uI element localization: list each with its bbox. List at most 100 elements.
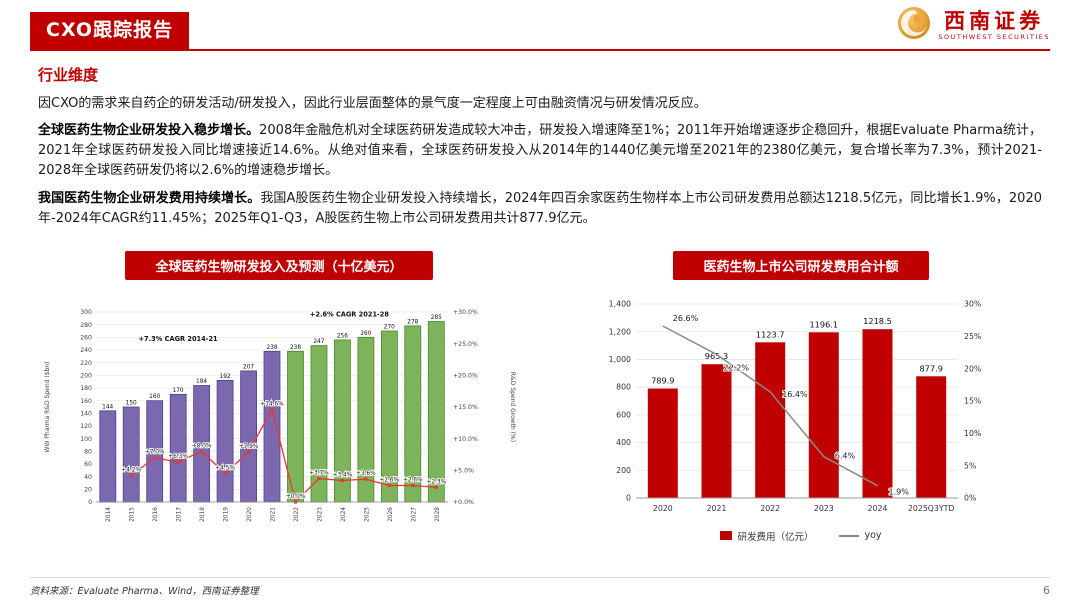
svg-text:R&D Spend Growth (%): R&D Spend Growth (%) [509, 372, 516, 442]
svg-text:20: 20 [84, 486, 92, 493]
yoy-line-swatch-icon [839, 534, 860, 537]
svg-text:+30.0%: +30.0% [453, 309, 478, 316]
svg-text:200: 200 [616, 466, 631, 475]
svg-text:1.9%: 1.9% [889, 488, 910, 497]
svg-text:220: 220 [80, 360, 92, 367]
svg-text:600: 600 [616, 410, 631, 419]
svg-text:+2.3%: +2.3% [427, 479, 447, 485]
svg-text:1,400: 1,400 [609, 299, 631, 308]
svg-text:2022: 2022 [294, 507, 300, 522]
svg-text:2021: 2021 [707, 504, 727, 513]
svg-text:2019: 2019 [224, 507, 230, 522]
legend-item-yoy: yoy [839, 530, 882, 542]
svg-text:238: 238 [290, 345, 301, 351]
global-rnd-body: 2008年金融危机对全球医药研发造成较大冲击，研发投入增速降至1%；2011年开… [38, 123, 1042, 179]
svg-text:2023: 2023 [317, 507, 323, 522]
logo-name-cn: 西南证券 [944, 7, 1045, 33]
svg-text:877.9: 877.9 [919, 363, 942, 373]
svg-text:2014: 2014 [106, 507, 112, 522]
svg-text:270: 270 [384, 324, 395, 330]
svg-text:+5.0%: +5.0% [453, 467, 474, 474]
logo-name-en: SOUTHWEST SECURITIES [938, 33, 1050, 42]
svg-text:2021: 2021 [271, 507, 277, 522]
svg-text:240: 240 [80, 347, 92, 354]
header: CXO跟踪报告 西南证券 [30, 0, 1050, 51]
source-note: 资料来源：Evaluate Pharma、Wind，西南证券整理 [30, 586, 259, 597]
svg-text:2024: 2024 [868, 504, 888, 513]
legend-expense-label: 研发费用（亿元） [737, 531, 814, 543]
svg-text:280: 280 [80, 322, 92, 329]
china-rnd-body: 我国A股医药生物企业研发投入持续增长，2024年四百余家医药生物样本上市公司研发… [38, 190, 1042, 226]
svg-text:10%: 10% [964, 429, 981, 438]
svg-text:965.3: 965.3 [705, 351, 728, 361]
svg-text:144: 144 [102, 404, 113, 410]
svg-text:285: 285 [431, 315, 442, 321]
global-rnd-chart: 全球医药生物研发投入及预测（十亿美元） 0 20 40 60 80 100 120 140 16… [36, 250, 522, 543]
svg-text:2028: 2028 [435, 507, 441, 522]
svg-text:1,000: 1,000 [609, 355, 631, 364]
svg-text:WW Pharma R&D Spend ($bn): WW Pharma R&D Spend ($bn) [44, 361, 51, 452]
svg-text:30%: 30% [964, 299, 981, 308]
intro-text: 因CXO的需求来自药企的研发活动/研发投入，因此行业层面整体的景气度一定程度上可… [38, 96, 707, 111]
svg-text:80: 80 [84, 448, 92, 455]
svg-text:192: 192 [220, 374, 231, 380]
svg-text:60: 60 [84, 461, 92, 468]
svg-text:278: 278 [407, 319, 418, 325]
svg-text:2020: 2020 [653, 504, 673, 513]
svg-text:15%: 15% [964, 396, 981, 405]
svg-text:2018: 2018 [200, 507, 206, 522]
svg-text:2015: 2015 [130, 507, 136, 522]
svg-text:25%: 25% [964, 332, 981, 341]
svg-text:+8.0%: +8.0% [192, 443, 212, 449]
svg-text:16.4%: 16.4% [782, 390, 808, 399]
svg-text:0%: 0% [964, 493, 976, 502]
svg-text:+7.3% CAGR 2014-21: +7.3% CAGR 2014-21 [139, 335, 219, 343]
global-rnd-chart-title: 全球医药生物研发投入及预测（十亿美元） [125, 250, 433, 280]
svg-text:140: 140 [80, 410, 92, 417]
china-rnd-chart-canvas: 0 200 400 600 800 1,000 1,200 1,400 0% 5% 10% 15% 20… [584, 288, 1018, 526]
svg-text:2023: 2023 [814, 504, 834, 513]
svg-text:2026: 2026 [388, 507, 394, 522]
svg-text:150: 150 [126, 400, 137, 406]
svg-text:200: 200 [80, 372, 92, 379]
svg-text:1,200: 1,200 [609, 327, 631, 336]
svg-text:6.4%: 6.4% [835, 451, 856, 460]
svg-text:184: 184 [196, 379, 207, 385]
svg-text:260: 260 [360, 331, 371, 337]
section-heading: 行业维度 [38, 66, 99, 84]
charts-row: 全球医药生物研发投入及预测（十亿美元） 0 20 40 60 80 100 120 140 16… [30, 250, 1050, 543]
expense-bar-swatch-icon [720, 531, 733, 541]
svg-text:1123.7: 1123.7 [756, 329, 785, 339]
svg-text:120: 120 [80, 423, 92, 430]
svg-text:0: 0 [626, 493, 631, 502]
svg-text:2016: 2016 [153, 507, 159, 522]
logo-swirl-icon [897, 6, 931, 44]
svg-text:+3.7%: +3.7% [309, 470, 329, 476]
company-logo: 西南证券 SOUTHWEST SECURITIES [897, 6, 1050, 44]
svg-text:256: 256 [337, 333, 348, 339]
svg-text:+7.9%: +7.9% [239, 444, 259, 450]
intro-paragraph: 因CXO的需求来自药企的研发活动/研发投入，因此行业层面整体的景气度一定程度上可… [38, 94, 1042, 114]
svg-text:2025: 2025 [364, 507, 370, 522]
svg-text:5%: 5% [964, 461, 976, 470]
svg-text:+15.0%: +15.0% [453, 404, 478, 411]
svg-text:247: 247 [313, 339, 324, 345]
global-rnd-lead: 全球医药生物企业研发投入稳步增长。 [38, 123, 260, 139]
svg-text:2020: 2020 [247, 507, 253, 522]
footer: 资料来源：Evaluate Pharma、Wind，西南证券整理 6 [30, 577, 1050, 597]
svg-text:2017: 2017 [177, 507, 183, 522]
svg-text:22.2%: 22.2% [724, 363, 750, 372]
svg-text:100: 100 [80, 436, 92, 443]
china-rnd-chart: 医药生物上市公司研发费用合计额 0 200 400 600 800 1,000 1,200 1… [558, 250, 1044, 543]
legend-yoy-label: yoy [864, 530, 882, 542]
svg-text:789.9: 789.9 [651, 375, 674, 385]
report-title-banner: CXO跟踪报告 [30, 12, 190, 49]
svg-text:+2.6% CAGR 2021-28: +2.6% CAGR 2021-28 [310, 310, 390, 318]
svg-text:+6.3%: +6.3% [168, 454, 188, 460]
svg-text:2025Q3YTD: 2025Q3YTD [908, 504, 954, 513]
page-number: 6 [1043, 584, 1050, 597]
global-rnd-paragraph: 全球医药生物企业研发投入稳步增长。2008年金融危机对全球医药研发造成较大冲击，… [38, 121, 1042, 181]
china-rnd-chart-legend: 研发费用（亿元） yoy [720, 529, 882, 543]
svg-text:40: 40 [84, 474, 92, 481]
svg-text:160: 160 [149, 394, 160, 400]
